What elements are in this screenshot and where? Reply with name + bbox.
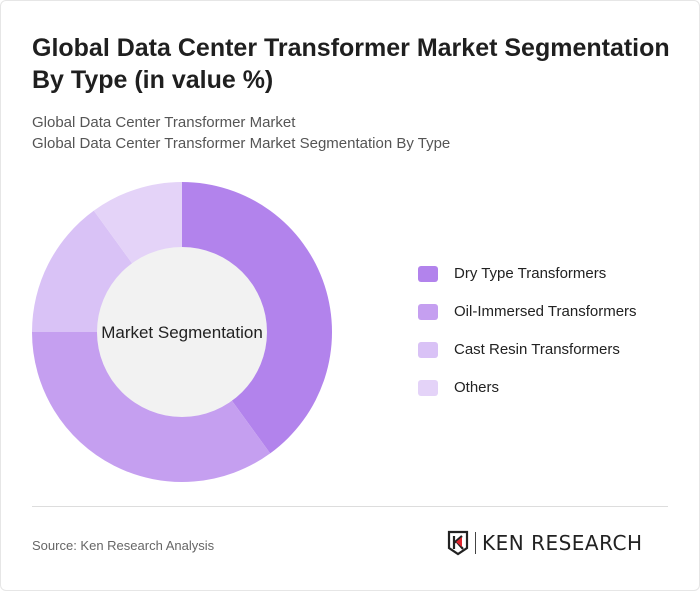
legend-label: Dry Type Transformers (454, 265, 607, 282)
donut-center (97, 247, 267, 417)
subtitle-segmentation: Global Data Center Transformer Market Se… (32, 135, 451, 152)
logo-divider (475, 532, 476, 554)
subtitle-market: Global Data Center Transformer Market (32, 114, 296, 131)
legend-item: Cast Resin Transformers (418, 340, 637, 359)
legend-swatch (418, 341, 438, 358)
legend-swatch (418, 265, 438, 282)
legend-label: Others (454, 379, 500, 396)
legend-swatch (418, 379, 438, 396)
legend-item: Dry Type Transformers (418, 264, 637, 283)
divider (32, 506, 668, 507)
legend-swatch (418, 303, 438, 320)
ken-research-logo: KEN RESEARCH (447, 530, 643, 556)
legend-label: Cast Resin Transformers (454, 341, 620, 358)
logo-text: KEN RESEARCH (482, 531, 643, 555)
donut-chart: Market Segmentation (32, 182, 332, 482)
legend: Dry Type Transformers Oil-Immersed Trans… (418, 264, 637, 416)
legend-item: Oil-Immersed Transformers (418, 302, 637, 321)
center-label: Market Segmentation (101, 323, 263, 342)
legend-item: Others (418, 378, 637, 397)
chart-title: Global Data Center Transformer Market Se… (32, 34, 670, 94)
legend-label: Oil-Immersed Transformers (454, 303, 637, 320)
logo-shield-icon (447, 530, 469, 556)
source-note: Source: Ken Research Analysis (32, 538, 215, 553)
